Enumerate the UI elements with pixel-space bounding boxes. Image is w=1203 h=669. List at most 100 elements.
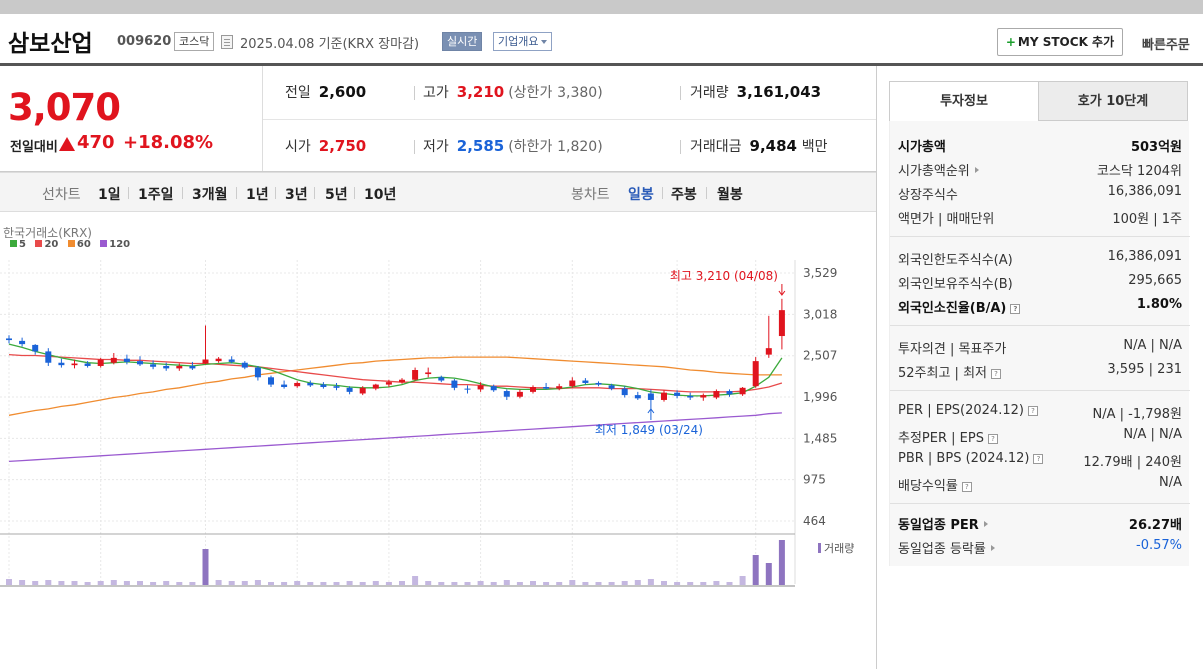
volume-bar	[477, 581, 484, 585]
candle-body	[595, 382, 602, 385]
ma120-label: 120	[109, 239, 131, 250]
help-icon[interactable]: ?	[1010, 304, 1021, 314]
candle-body	[346, 387, 353, 392]
divider	[128, 187, 129, 199]
candle-body	[163, 365, 170, 369]
candle-daily[interactable]: 일봉	[628, 187, 654, 203]
tab-investment-info[interactable]: 투자정보	[889, 81, 1039, 121]
candle-body	[621, 388, 628, 396]
candle-body	[215, 358, 222, 362]
volume-bar	[32, 581, 39, 585]
volume-bar	[215, 580, 222, 585]
period-10y[interactable]: 10년	[364, 187, 397, 203]
add-my-stock-label: MY STOCK 추가	[1017, 35, 1115, 49]
candle-body	[726, 391, 733, 395]
candle-body	[281, 384, 288, 388]
volume-bar	[372, 581, 379, 585]
volume-bar	[333, 582, 340, 585]
period-1w[interactable]: 1주일	[138, 187, 174, 203]
volume-bar	[189, 582, 196, 585]
stock-header: 삼보산업 009620 코스닥 2025.04.08 기준(KRX 장마감) 실…	[0, 14, 1203, 66]
candle-body	[372, 384, 379, 389]
y-tick-label: 3,529	[803, 266, 837, 280]
change-rate: +18.08%	[123, 132, 214, 153]
volume-bar	[634, 580, 641, 585]
low-arrow-head	[647, 408, 655, 414]
document-icon	[221, 35, 233, 49]
candle-body	[359, 387, 366, 394]
per-row: PER | EPS(2024.12)? N/A | -1,798원	[898, 403, 1182, 422]
par-value-row: 액면가 | 매매단위 100원 | 1주	[898, 212, 1182, 227]
divider	[414, 140, 415, 154]
chevron-right-icon	[990, 545, 995, 551]
period-3y[interactable]: 3년	[285, 187, 308, 203]
high-annotation: 최고 3,210 (04/08)	[670, 269, 778, 283]
volume-bar	[700, 582, 707, 585]
candle-body	[569, 380, 576, 387]
period-1y[interactable]: 1년	[246, 187, 269, 203]
base-date: 2025.04.08 기준(KRX 장마감)	[240, 37, 420, 52]
help-icon[interactable]: ?	[991, 369, 1001, 379]
market-cap-rank-row[interactable]: 시가총액순위 코스닥 1204위	[898, 164, 1182, 179]
candle-body	[385, 382, 392, 385]
divider	[314, 187, 315, 199]
divider	[354, 187, 355, 199]
ma20-line	[8, 353, 783, 393]
line-chart-label: 선차트	[42, 187, 81, 203]
period-5y[interactable]: 5년	[325, 187, 348, 203]
volume-legend-label: 거래량	[824, 542, 854, 555]
ma120-swatch	[100, 240, 108, 247]
candle-body	[674, 392, 681, 396]
foreign-ratio-row: 외국인소진율(B/A)? 1.80%	[898, 297, 1182, 316]
up-triangle-icon	[59, 137, 75, 151]
divider	[236, 187, 237, 199]
price-summary: 3,070 전일대비 470 +18.08% 전일 2,600 고가 3,210 (상…	[0, 66, 876, 172]
candle-body	[333, 386, 340, 388]
volume-bar	[84, 582, 91, 585]
candle-body	[71, 363, 78, 366]
period-3m[interactable]: 3개월	[192, 187, 228, 203]
candle-body	[530, 387, 536, 392]
company-overview-dropdown[interactable]: 기업개요	[493, 32, 553, 51]
candle-monthly[interactable]: 월봉	[717, 187, 743, 203]
candle-body	[294, 382, 301, 387]
candle-body	[97, 359, 104, 366]
volume-bar	[45, 580, 52, 585]
realtime-button[interactable]: 실시간	[442, 32, 483, 51]
divider	[680, 86, 681, 100]
y-tick-label: 464	[803, 514, 826, 528]
candle-body	[438, 377, 445, 381]
industry-rate-row[interactable]: 동일업종 등락률 -0.57%	[898, 538, 1182, 557]
ma5-label: 5	[19, 239, 26, 250]
candlestick-chart[interactable]: 3,5293,0182,5071,9961,485975464거래량01/080…	[0, 212, 876, 592]
volume-bar	[97, 581, 104, 585]
volume-bar	[582, 582, 589, 585]
tab-order-book[interactable]: 호가 10단계	[1038, 81, 1188, 121]
volume-bar	[674, 582, 681, 585]
help-icon[interactable]: ?	[987, 434, 998, 444]
industry-per-row[interactable]: 동일업종 PER 26.27배	[898, 518, 1182, 533]
divider	[890, 503, 1190, 504]
candle-body	[516, 391, 523, 397]
volume-bar	[556, 582, 563, 585]
candle-body	[137, 361, 143, 365]
candle-weekly[interactable]: 주봉	[671, 187, 697, 203]
volume-bar	[6, 579, 12, 585]
help-icon[interactable]: ?	[1033, 454, 1044, 464]
quick-order-link[interactable]: 빠른주문	[1142, 38, 1190, 53]
change-amount: 470	[77, 132, 115, 153]
candle-body	[320, 384, 327, 388]
volume-bar	[268, 582, 274, 585]
period-1d[interactable]: 1일	[98, 187, 121, 203]
volume-bar	[608, 582, 615, 585]
help-icon[interactable]: ?	[961, 482, 972, 492]
candle-body	[45, 351, 52, 363]
divider	[662, 187, 663, 199]
volume-bar	[412, 576, 419, 585]
volume-bar	[516, 582, 523, 585]
chevron-right-icon	[983, 521, 988, 527]
ma20-swatch	[35, 240, 43, 247]
help-icon[interactable]: ?	[1027, 406, 1038, 416]
chart-period-bar: 선차트 1일 1주일 3개월 1년 3년 5년 10년 봉차트 일봉 주봉 월봉	[0, 172, 876, 212]
add-my-stock-button[interactable]: + MY STOCK 추가	[997, 28, 1123, 56]
